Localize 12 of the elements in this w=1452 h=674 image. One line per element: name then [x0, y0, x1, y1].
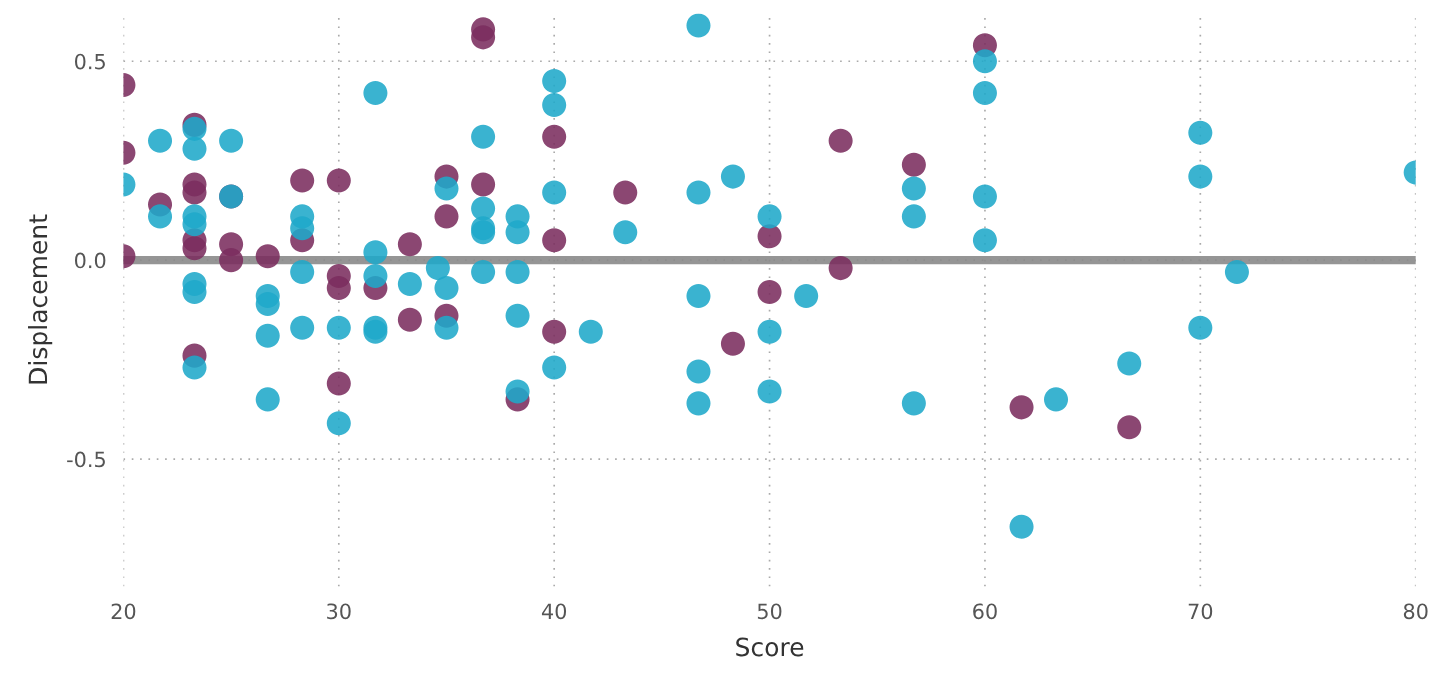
x-tick-label: 70 [1188, 603, 1213, 620]
x-tick-label: 40 [541, 603, 567, 620]
x-tick-label: 50 [757, 603, 782, 620]
x-tick-label: 80 [1403, 603, 1428, 620]
x-axis-title: Score [736, 637, 804, 657]
y-tick-label: 0.5 [75, 53, 105, 70]
y-tick-label: 0.0 [75, 252, 106, 269]
x-tick-label: 30 [327, 603, 351, 620]
x-tick-label: 20 [111, 603, 136, 620]
x-tick-label: 60 [973, 603, 997, 620]
y-axis-title: Displacement [28, 214, 53, 384]
y-tick-label: -0.5 [67, 451, 105, 468]
